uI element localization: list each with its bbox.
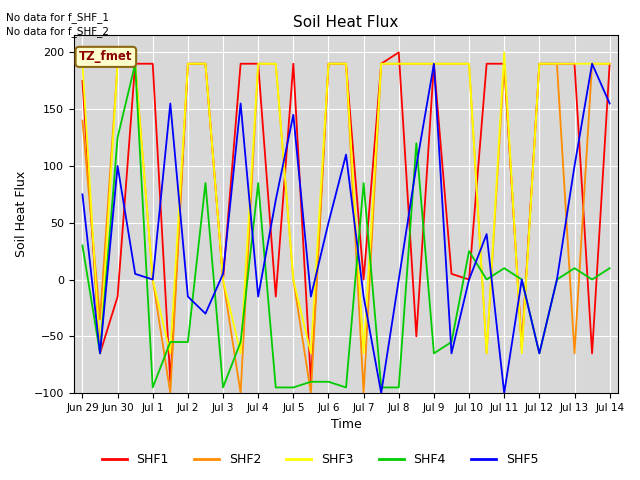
Text: No data for f_SHF_1: No data for f_SHF_1 bbox=[6, 12, 109, 23]
Text: TZ_fmet: TZ_fmet bbox=[79, 50, 132, 63]
Text: No data for f_SHF_2: No data for f_SHF_2 bbox=[6, 26, 109, 37]
Y-axis label: Soil Heat Flux: Soil Heat Flux bbox=[15, 171, 28, 257]
X-axis label: Time: Time bbox=[331, 419, 362, 432]
Legend: SHF1, SHF2, SHF3, SHF4, SHF5: SHF1, SHF2, SHF3, SHF4, SHF5 bbox=[97, 448, 543, 471]
Title: Soil Heat Flux: Soil Heat Flux bbox=[293, 15, 399, 30]
